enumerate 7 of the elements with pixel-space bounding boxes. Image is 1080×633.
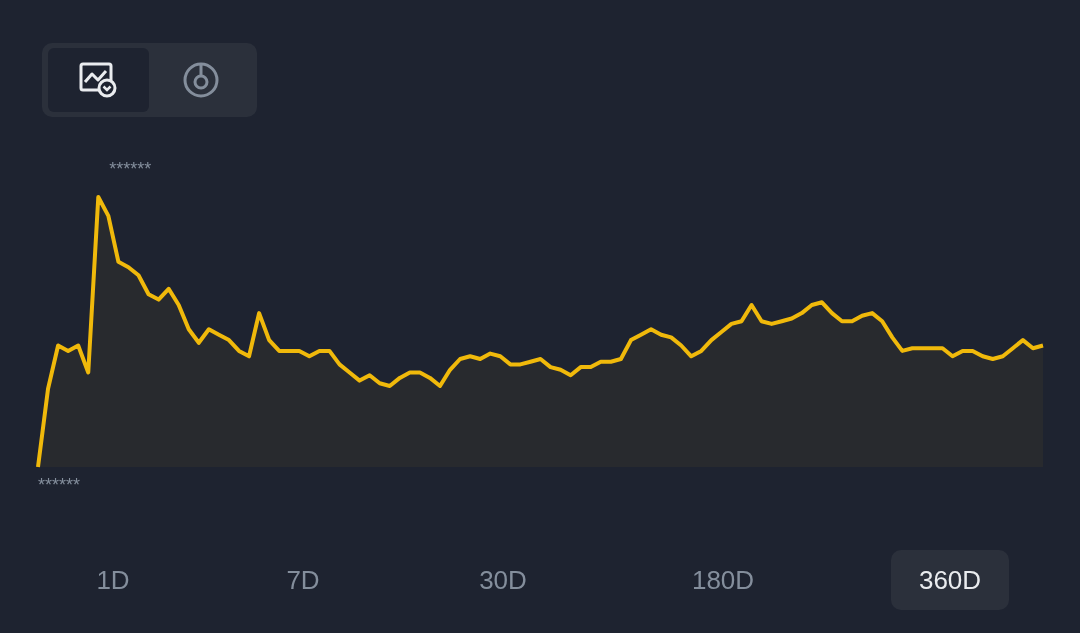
text: 360D (891, 550, 1009, 610)
text: 1D (95, 564, 131, 597)
text: 7D (285, 564, 321, 597)
text: ****** (109, 158, 152, 179)
text: ****** (38, 474, 81, 495)
text: 30D (478, 564, 528, 597)
text: 180D (690, 564, 756, 597)
